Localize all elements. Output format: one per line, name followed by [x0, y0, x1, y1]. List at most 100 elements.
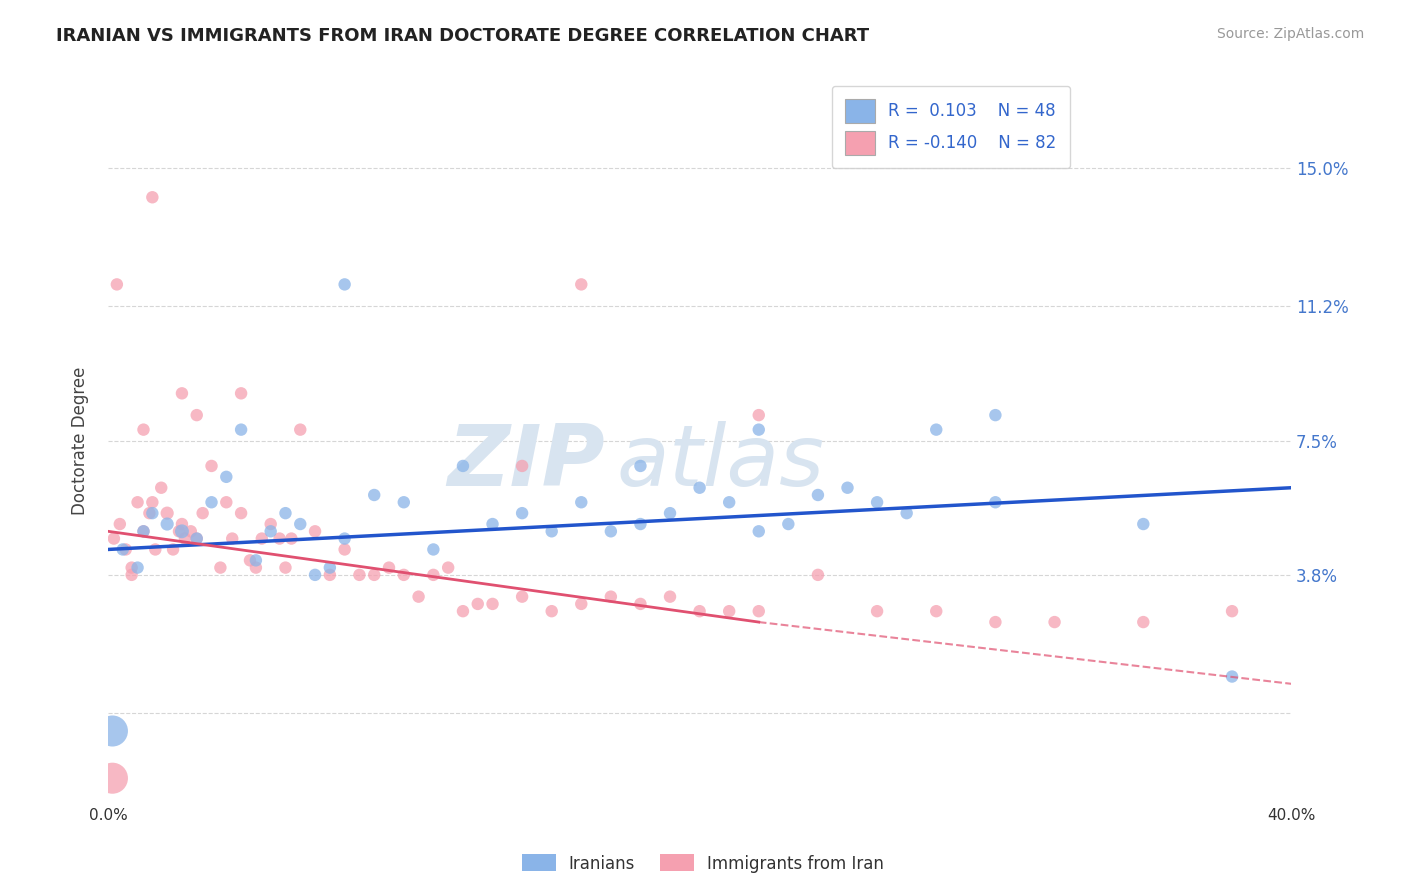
Point — [333, 532, 356, 546]
Point — [143, 542, 166, 557]
Point — [186, 532, 208, 546]
Point — [170, 524, 193, 539]
Point — [269, 532, 291, 546]
Point — [349, 567, 371, 582]
Point — [451, 604, 474, 618]
Point — [422, 567, 444, 582]
Point — [392, 567, 415, 582]
Point — [304, 567, 326, 582]
Point — [748, 524, 770, 539]
Point — [333, 542, 356, 557]
Point — [437, 560, 460, 574]
Point — [748, 408, 770, 422]
Legend: R =  0.103    N = 48, R = -0.140    N = 82: R = 0.103 N = 48, R = -0.140 N = 82 — [831, 86, 1070, 168]
Point — [807, 567, 830, 582]
Point — [121, 567, 143, 582]
Point — [510, 458, 533, 473]
Point — [304, 524, 326, 539]
Point — [186, 532, 208, 546]
Point — [1132, 516, 1154, 531]
Point — [319, 567, 342, 582]
Point — [630, 516, 652, 531]
Text: IRANIAN VS IMMIGRANTS FROM IRAN DOCTORATE DEGREE CORRELATION CHART: IRANIAN VS IMMIGRANTS FROM IRAN DOCTORAT… — [56, 27, 869, 45]
Point — [101, 771, 124, 785]
Point — [481, 597, 503, 611]
Point — [984, 495, 1007, 509]
Point — [748, 604, 770, 618]
Y-axis label: Doctorate Degree: Doctorate Degree — [72, 367, 89, 515]
Point — [363, 567, 385, 582]
Point — [569, 495, 592, 509]
Point — [837, 481, 859, 495]
Point — [540, 524, 562, 539]
Point — [807, 488, 830, 502]
Point — [114, 542, 136, 557]
Point — [866, 495, 889, 509]
Point — [162, 542, 184, 557]
Point — [132, 423, 155, 437]
Point — [569, 277, 592, 292]
Point — [510, 590, 533, 604]
Text: Source: ZipAtlas.com: Source: ZipAtlas.com — [1216, 27, 1364, 41]
Point — [245, 553, 267, 567]
Point — [239, 553, 262, 567]
Point — [659, 506, 682, 520]
Point — [319, 560, 342, 574]
Point — [260, 516, 283, 531]
Point — [200, 458, 222, 473]
Text: atlas: atlas — [617, 421, 825, 504]
Point — [250, 532, 273, 546]
Point — [274, 560, 297, 574]
Point — [630, 458, 652, 473]
Point — [659, 590, 682, 604]
Point — [229, 423, 252, 437]
Legend: Iranians, Immigrants from Iran: Iranians, Immigrants from Iran — [516, 847, 890, 880]
Point — [569, 597, 592, 611]
Point — [778, 516, 800, 531]
Point — [1220, 669, 1243, 683]
Point — [408, 590, 430, 604]
Point — [467, 597, 489, 611]
Point — [105, 277, 128, 292]
Point — [599, 524, 621, 539]
Point — [689, 481, 711, 495]
Point — [215, 495, 238, 509]
Point — [481, 516, 503, 531]
Point — [215, 470, 238, 484]
Point — [111, 542, 134, 557]
Point — [925, 423, 948, 437]
Point — [132, 524, 155, 539]
Point — [174, 532, 197, 546]
Point — [290, 516, 312, 531]
Point — [1220, 604, 1243, 618]
Point — [121, 560, 143, 574]
Point — [451, 458, 474, 473]
Point — [260, 524, 283, 539]
Point — [186, 408, 208, 422]
Point — [748, 423, 770, 437]
Point — [866, 604, 889, 618]
Point — [156, 506, 179, 520]
Point — [599, 590, 621, 604]
Point — [108, 516, 131, 531]
Point — [630, 597, 652, 611]
Point — [689, 604, 711, 618]
Point — [170, 516, 193, 531]
Point — [229, 506, 252, 520]
Point — [363, 488, 385, 502]
Point — [132, 524, 155, 539]
Point — [167, 524, 190, 539]
Point — [191, 506, 214, 520]
Point — [984, 615, 1007, 629]
Point — [1043, 615, 1066, 629]
Point — [209, 560, 232, 574]
Point — [127, 495, 149, 509]
Point — [718, 604, 741, 618]
Point — [510, 506, 533, 520]
Point — [378, 560, 401, 574]
Point — [274, 506, 297, 520]
Point — [540, 604, 562, 618]
Point — [141, 190, 163, 204]
Point — [925, 604, 948, 618]
Point — [200, 495, 222, 509]
